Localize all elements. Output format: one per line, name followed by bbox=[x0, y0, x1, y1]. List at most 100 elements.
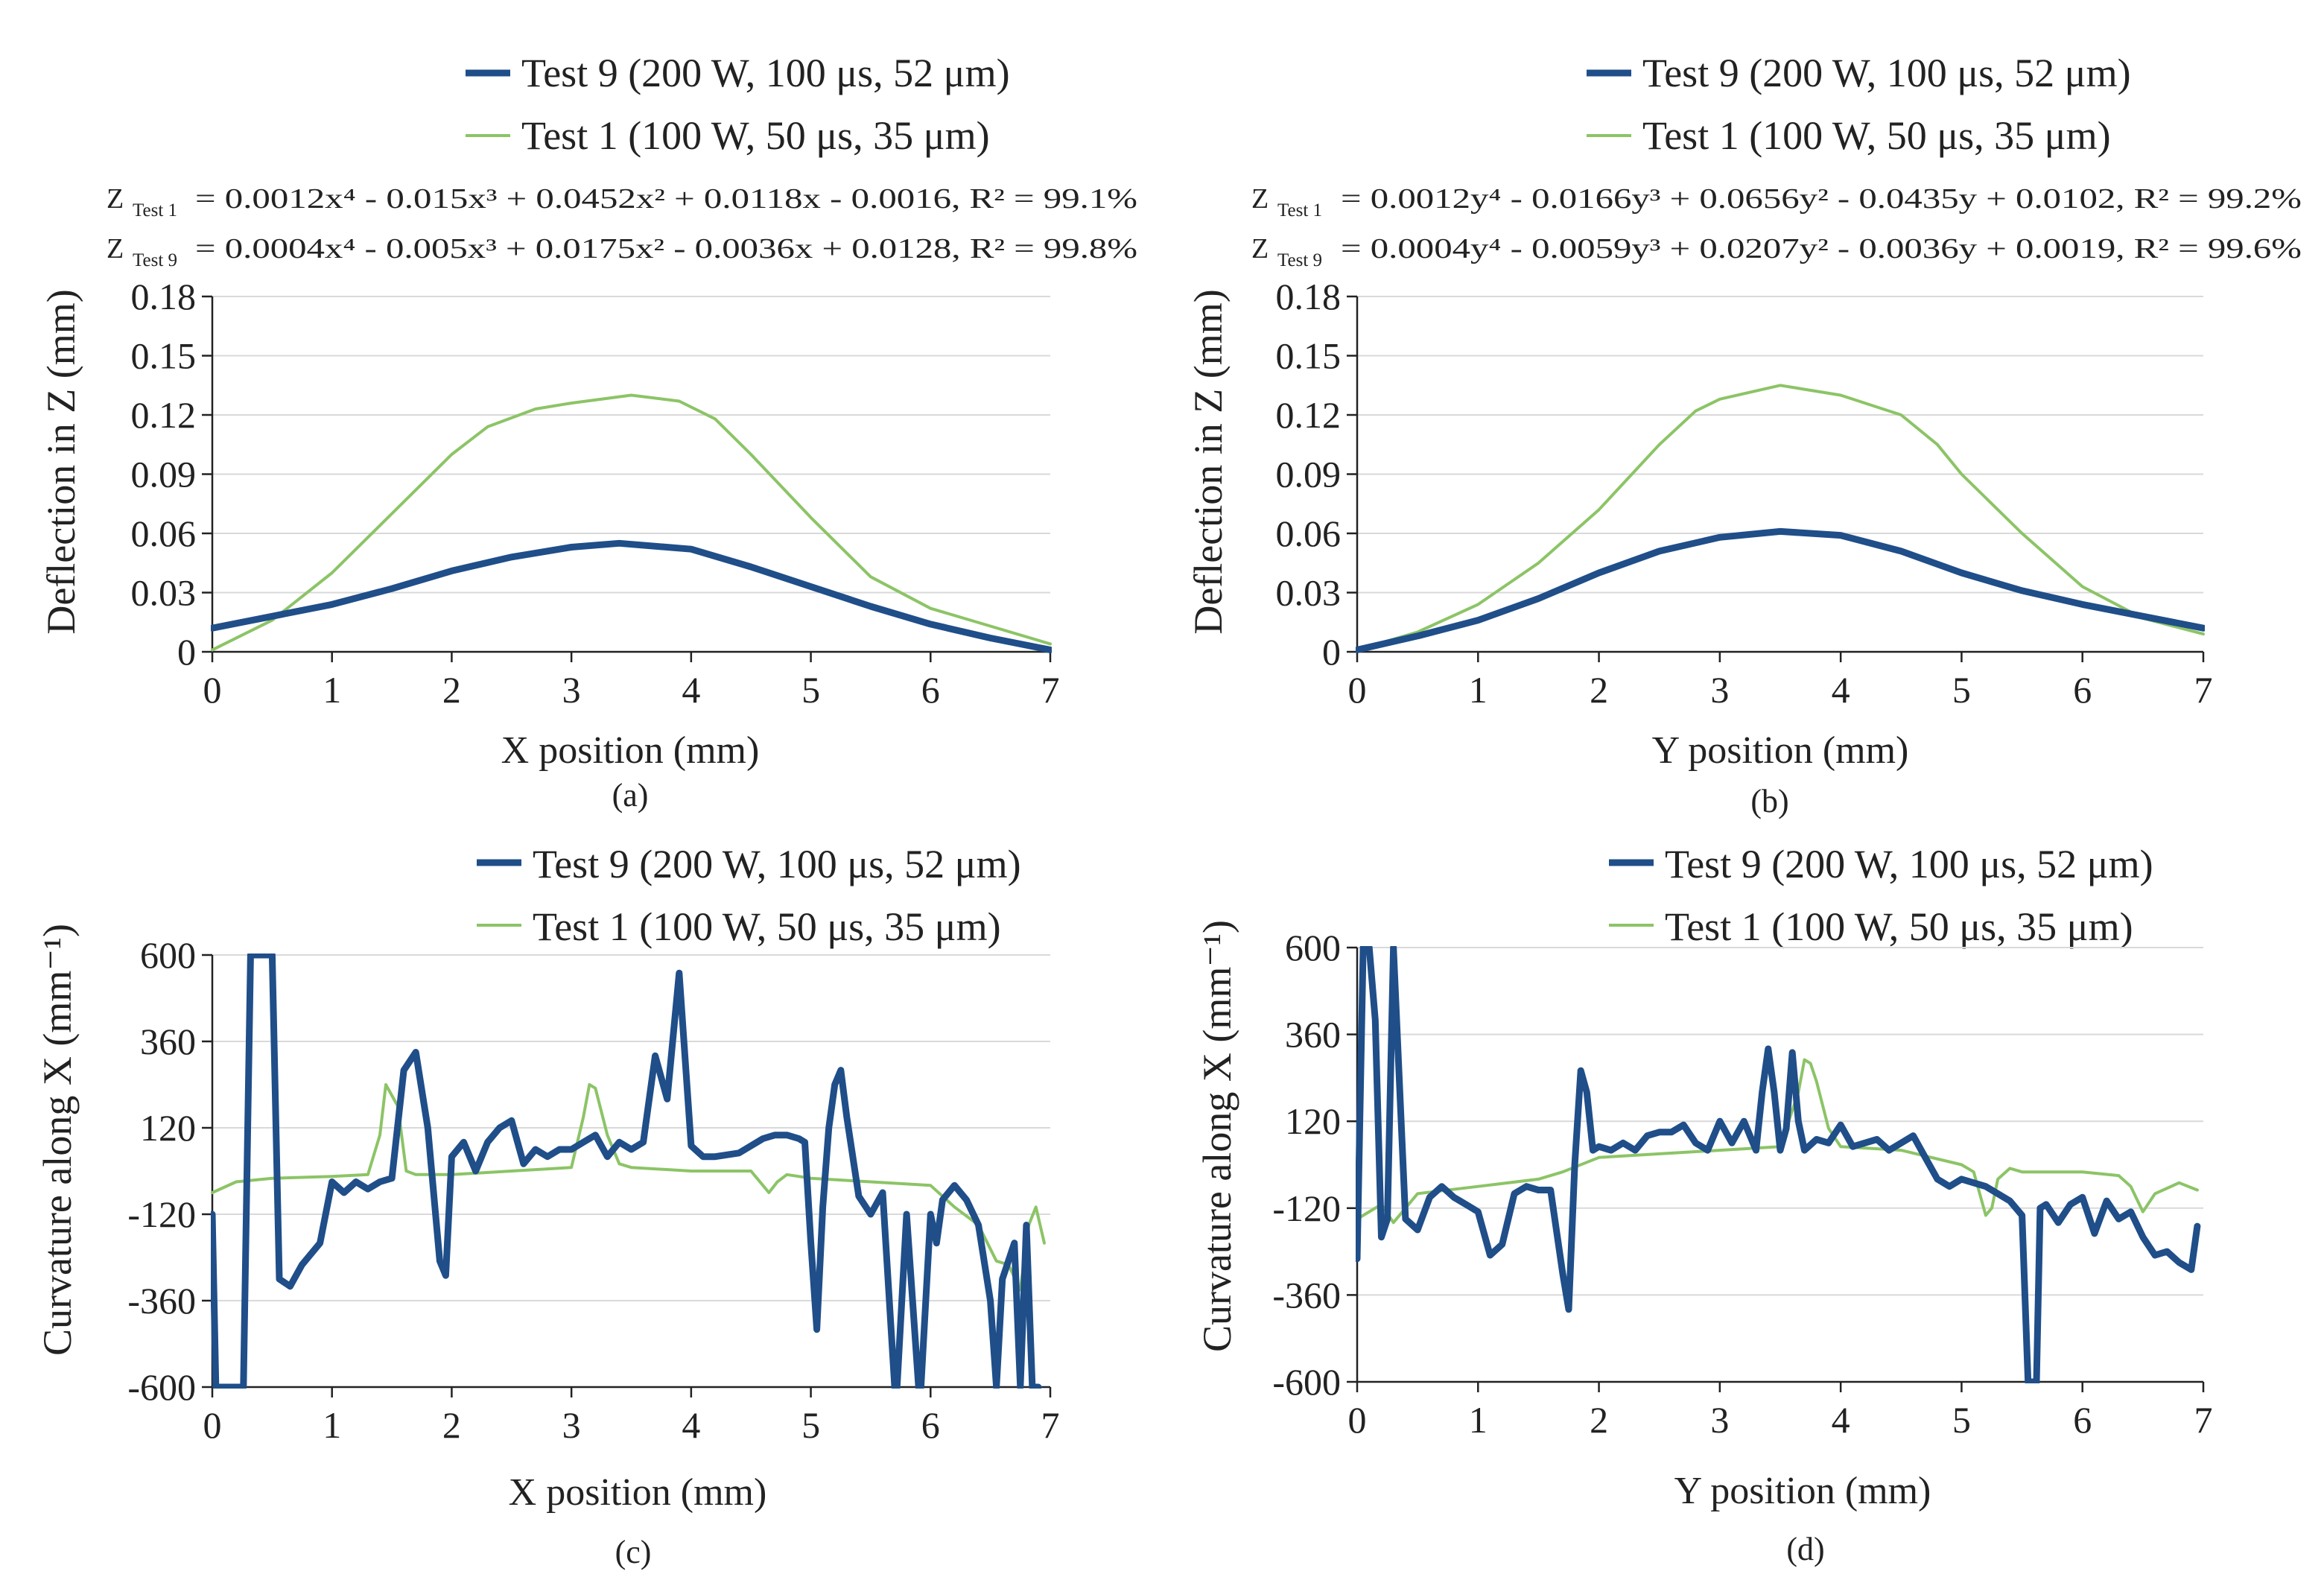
x-tick-a-1: 1 bbox=[323, 669, 341, 711]
x-tick-c-1: 1 bbox=[323, 1404, 341, 1446]
y-tick-b-3: 0.09 bbox=[1276, 454, 1342, 495]
series-line-d-test9 bbox=[1356, 946, 2201, 1383]
y-tick-b-4: 0.12 bbox=[1276, 394, 1342, 436]
x-axis-label-b: Y position (mm) bbox=[1652, 729, 1909, 772]
legend-a-test1-label: Test 1 (100 W, 50 μs, 35 μm) bbox=[521, 113, 990, 158]
equation-a-test9: Z Test 9 = 0.0004x⁴ - 0.005x³ + 0.0175x²… bbox=[107, 233, 1137, 270]
y-tick-a-6: 0.18 bbox=[131, 276, 197, 317]
y-tick-d-3: 120 bbox=[1285, 1100, 1341, 1142]
legend-c: Test 9 (200 W, 100 μs, 52 μm) Test 1 (10… bbox=[477, 842, 1021, 949]
equation-b-test9: Z Test 9 = 0.0004y⁴ - 0.0059y³ + 0.0207y… bbox=[1251, 233, 2302, 270]
x-tick-c-7: 7 bbox=[1041, 1404, 1060, 1446]
panel-label-d: (d) bbox=[1786, 1531, 1824, 1567]
y-tick-c-2: -120 bbox=[127, 1193, 196, 1235]
equation-b-test9-sub: Test 9 bbox=[1277, 250, 1322, 270]
plot-area-c: -600 -360 -120 120 360 600 0 1 2 3 4 5 6 7 bbox=[127, 934, 1059, 1446]
legend-d-test9-label: Test 9 (200 W, 100 μs, 52 μm) bbox=[1665, 842, 2153, 886]
y-tick-b-5: 0.15 bbox=[1276, 335, 1342, 377]
equation-a-test1: Z Test 1 = 0.0012x⁴ - 0.015x³ + 0.0452x²… bbox=[107, 183, 1137, 220]
x-axis-label-c: X position (mm) bbox=[509, 1471, 767, 1514]
equation-b-test1: Z Test 1 = 0.0012y⁴ - 0.0166y³ + 0.0656y… bbox=[1251, 183, 2302, 220]
x-tick-b-7: 7 bbox=[2194, 669, 2213, 711]
x-tick-b-6: 6 bbox=[2073, 669, 2092, 711]
panel-c-curvature-x: Test 9 (200 W, 100 μs, 52 μm) Test 1 (10… bbox=[35, 842, 1060, 1570]
y-axis-label-d-text: Curvature along X (mm⁻¹) bbox=[1195, 920, 1239, 1352]
x-tick-b-1: 1 bbox=[1469, 669, 1488, 711]
legend-c-test9-label: Test 9 (200 W, 100 μs, 52 μm) bbox=[533, 842, 1021, 886]
y-tick-a-5: 0.15 bbox=[131, 335, 197, 377]
y-tick-a-4: 0.12 bbox=[131, 394, 197, 436]
x-tick-d-0: 0 bbox=[1348, 1399, 1367, 1441]
y-tick-c-5: 600 bbox=[140, 934, 196, 976]
y-tick-b-2: 0.06 bbox=[1276, 513, 1342, 554]
equation-a-test9-lhs: Z bbox=[107, 233, 124, 264]
panel-label-b: (b) bbox=[1750, 783, 1788, 819]
series-line-c-test9 bbox=[211, 954, 1042, 1389]
y-tick-b-1: 0.03 bbox=[1276, 572, 1342, 614]
x-tick-b-5: 5 bbox=[1952, 669, 1971, 711]
series-line-a-test1 bbox=[211, 393, 1052, 652]
x-tick-d-5: 5 bbox=[1952, 1399, 1971, 1441]
x-tick-a-5: 5 bbox=[801, 669, 820, 711]
x-axis-label-a: X position (mm) bbox=[501, 729, 760, 772]
legend-b-test1-label: Test 1 (100 W, 50 μs, 35 μm) bbox=[1642, 113, 2111, 158]
y-tick-d-0: -600 bbox=[1272, 1361, 1341, 1403]
x-tick-a-2: 2 bbox=[442, 669, 461, 711]
legend-a: Test 9 (200 W, 100 μs, 52 μm) Test 1 (10… bbox=[466, 51, 1010, 158]
y-tick-a-1: 0.03 bbox=[131, 572, 197, 614]
equation-b-test1-lhs: Z bbox=[1251, 183, 1269, 215]
y-tick-a-2: 0.06 bbox=[131, 513, 197, 554]
legend-d-test1-label: Test 1 (100 W, 50 μs, 35 μm) bbox=[1665, 904, 2133, 949]
plot-area-a: 0 0.03 0.06 0.09 0.12 0.15 0.18 0 1 2 3 4 5 6 7 bbox=[131, 276, 1060, 711]
legend-a-test9-label: Test 9 (200 W, 100 μs, 52 μm) bbox=[521, 51, 1010, 95]
x-tick-d-4: 4 bbox=[1832, 1399, 1850, 1441]
equation-b-test9-rhs: = 0.0004y⁴ - 0.0059y³ + 0.0207y² - 0.003… bbox=[1341, 233, 2302, 264]
y-axis-label-c: Curvature along X (mm⁻¹) bbox=[35, 924, 80, 1356]
x-tick-b-4: 4 bbox=[1832, 669, 1850, 711]
x-tick-c-6: 6 bbox=[921, 1404, 940, 1446]
x-tick-b-2: 2 bbox=[1590, 669, 1608, 711]
x-tick-a-6: 6 bbox=[921, 669, 940, 711]
x-tick-d-6: 6 bbox=[2073, 1399, 2092, 1441]
plot-area-d: -600 -360 -120 120 360 600 0 1 2 3 4 5 6 7 bbox=[1272, 927, 2212, 1441]
y-axis-label-b: Deflection in Z (mm) bbox=[1186, 289, 1231, 634]
equation-a-test9-rhs: = 0.0004x⁴ - 0.005x³ + 0.0175x² - 0.0036… bbox=[195, 233, 1137, 264]
y-tick-d-4: 360 bbox=[1285, 1014, 1341, 1056]
legend-b-test9-label: Test 9 (200 W, 100 μs, 52 μm) bbox=[1642, 51, 2131, 95]
equation-a-test1-rhs: = 0.0012x⁴ - 0.015x³ + 0.0452x² + 0.0118… bbox=[195, 183, 1137, 215]
panel-d-curvature-y: Test 9 (200 W, 100 μs, 52 μm) Test 1 (10… bbox=[1195, 842, 2213, 1567]
y-tick-a-0: 0 bbox=[177, 631, 196, 673]
series-line-b-test9 bbox=[1356, 527, 2205, 653]
x-tick-a-3: 3 bbox=[562, 669, 581, 711]
x-tick-c-3: 3 bbox=[562, 1404, 581, 1446]
x-tick-d-2: 2 bbox=[1590, 1399, 1608, 1441]
x-tick-c-4: 4 bbox=[682, 1404, 700, 1446]
legend-d: Test 9 (200 W, 100 μs, 52 μm) Test 1 (10… bbox=[1609, 842, 2153, 949]
x-tick-c-2: 2 bbox=[442, 1404, 461, 1446]
y-axis-label-a: Deflection in Z (mm) bbox=[39, 289, 83, 634]
panel-a-deflection-x: Test 9 (200 W, 100 μs, 52 μm) Test 1 (10… bbox=[39, 51, 1137, 813]
panel-label-c: (c) bbox=[615, 1534, 652, 1570]
y-axis-label-d: Curvature along X (mm⁻¹) bbox=[1195, 920, 1239, 1352]
equation-b-test9-lhs: Z bbox=[1251, 233, 1269, 264]
x-tick-c-5: 5 bbox=[801, 1404, 820, 1446]
x-tick-a-0: 0 bbox=[203, 669, 222, 711]
y-tick-b-6: 0.18 bbox=[1276, 276, 1342, 317]
x-axis-label-d: Y position (mm) bbox=[1674, 1470, 1931, 1512]
equation-a-test1-sub: Test 1 bbox=[133, 200, 177, 220]
legend-c-test1-label: Test 1 (100 W, 50 μs, 35 μm) bbox=[533, 904, 1001, 949]
y-tick-d-1: -360 bbox=[1272, 1274, 1341, 1316]
equation-b-test1-rhs: = 0.0012y⁴ - 0.0166y³ + 0.0656y² - 0.043… bbox=[1341, 183, 2302, 215]
series-line-a-test9 bbox=[211, 539, 1052, 653]
x-tick-b-0: 0 bbox=[1348, 669, 1367, 711]
y-tick-c-1: -360 bbox=[127, 1280, 196, 1322]
equation-a-test9-sub: Test 9 bbox=[133, 250, 177, 270]
y-axis-label-c-text: Curvature along X (mm⁻¹) bbox=[35, 924, 80, 1356]
y-tick-d-2: -120 bbox=[1272, 1187, 1341, 1229]
x-tick-b-3: 3 bbox=[1710, 669, 1729, 711]
y-tick-b-0: 0 bbox=[1322, 631, 1341, 673]
series-line-b-test1 bbox=[1356, 384, 2205, 652]
y-tick-a-3: 0.09 bbox=[131, 454, 197, 495]
x-tick-d-1: 1 bbox=[1469, 1399, 1488, 1441]
